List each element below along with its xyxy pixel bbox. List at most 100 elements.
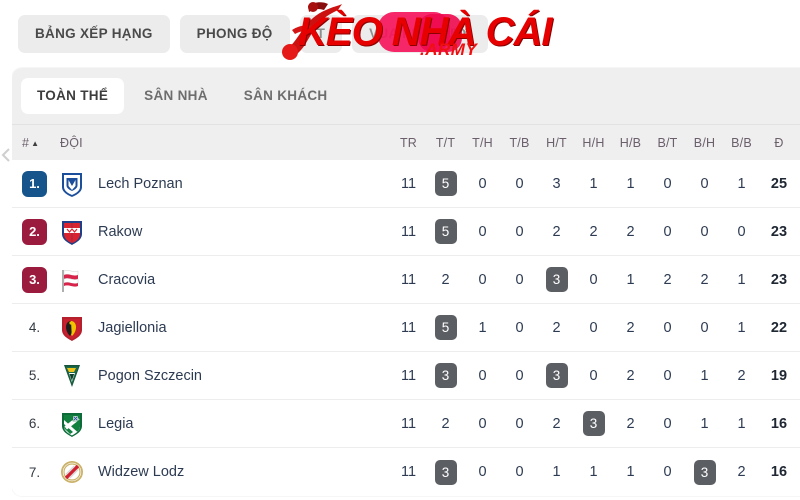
stat-cell: 0 — [686, 320, 723, 336]
stat-cell: 0 — [464, 368, 501, 384]
sub-tab-home[interactable]: SÂN NHÀ — [128, 78, 224, 114]
sub-tab-away[interactable]: SÂN KHÁCH — [228, 78, 344, 114]
stat-cell: 3 — [538, 176, 575, 192]
crest-widzew-lodz-icon — [60, 459, 84, 485]
team-name: Cracovia — [98, 271, 156, 288]
stat-value: 2 — [626, 367, 635, 384]
header-team[interactable]: ĐỘI — [60, 135, 83, 150]
scroll-left-arrow-icon[interactable] — [1, 148, 11, 162]
header-stat-ht[interactable]: H/T — [546, 135, 567, 150]
stat-cell: 0 — [575, 368, 612, 384]
team-name: Widzew Lodz — [98, 464, 185, 480]
stat-value: 0 — [515, 175, 524, 192]
team-cell[interactable]: Cracovia — [60, 267, 390, 293]
stat-cell: 0 — [501, 176, 538, 192]
header-stat-th[interactable]: T/H — [472, 135, 493, 150]
stat-cell: 2 — [686, 272, 723, 288]
table-header-row: # ▲ ĐỘI TR T/T T/H T/B H/T H/H H/B B/T B/… — [12, 124, 800, 160]
stat-value: 1 — [626, 271, 635, 288]
rank-label: 4. — [28, 320, 41, 335]
stat-value: 1 — [737, 415, 746, 432]
points-cell: 19 — [770, 367, 788, 384]
stat-cell: 2 — [427, 416, 464, 432]
stat-value: 1 — [700, 367, 709, 384]
rank-cell: 7. — [12, 459, 60, 485]
nav-tab-standings[interactable]: BẢNG XẾP HẠNG — [18, 15, 170, 53]
nav-tab-form[interactable]: PHONG ĐỘ — [179, 15, 290, 53]
stat-cell: 2 — [575, 224, 612, 240]
stat-value: 0 — [478, 271, 487, 288]
stat-value-highlighted: 3 — [434, 363, 457, 388]
stat-cell: 11 — [390, 272, 427, 288]
stat-value-highlighted: 5 — [434, 315, 457, 340]
stat-cell: 1 — [723, 416, 760, 432]
sort-ascending-icon[interactable]: ▲ — [31, 138, 40, 148]
stat-value: 0 — [663, 319, 672, 336]
header-rank[interactable]: # ▲ — [12, 136, 60, 150]
stat-value: 2 — [626, 319, 635, 336]
table-row[interactable]: 5. Pogon Szczecin 11 3 0 0 3 0 2 0 1 2 19 — [12, 352, 800, 400]
sub-tab-overall[interactable]: TOÀN THỂ — [21, 78, 125, 114]
team-cell[interactable]: Jagiellonia — [60, 315, 390, 341]
table-row[interactable]: 1. Lech Poznan 11 5 0 0 3 1 1 0 0 1 25 — [12, 160, 800, 208]
stat-value: 0 — [700, 223, 709, 240]
team-cell[interactable]: Lech Poznan — [60, 171, 390, 197]
table-row[interactable]: 4. Jagiellonia 11 5 1 0 2 0 2 0 0 1 22 — [12, 304, 800, 352]
header-points[interactable]: Đ — [774, 135, 784, 150]
header-stat-bt[interactable]: B/T — [657, 135, 678, 150]
header-stat-bb[interactable]: B/B — [731, 135, 752, 150]
team-name: Rakow — [98, 223, 143, 240]
stat-cell: 0 — [649, 224, 686, 240]
crest-jagiellonia-icon — [60, 315, 84, 341]
team-cell[interactable]: Legia — [60, 411, 390, 437]
stat-cell: 0 — [501, 224, 538, 240]
stat-value: 0 — [478, 175, 487, 192]
team-cell[interactable]: Widzew Lodz — [60, 459, 390, 485]
header-rank-label: # — [22, 135, 30, 150]
rank-badge: 1. — [22, 170, 47, 197]
stat-cell: 0 — [464, 416, 501, 432]
header-stat-tt[interactable]: T/T — [435, 135, 456, 150]
header-stat-bh[interactable]: B/H — [693, 135, 716, 150]
team-cell[interactable]: Pogon Szczecin — [60, 363, 390, 389]
stat-value: 0 — [589, 271, 598, 288]
table-body: 1. Lech Poznan 11 5 0 0 3 1 1 0 0 1 25 2. Rakow 11 5 0 0 2 2… — [12, 160, 800, 496]
nav-tab-top-scorer[interactable]: VUA PHÁ LƯỚI — [352, 15, 489, 53]
stat-value-highlighted: 3 — [545, 267, 568, 292]
stat-value: 1 — [589, 464, 598, 480]
nav-tab-obscured[interactable]: T — [299, 15, 343, 53]
header-stat-hb[interactable]: H/B — [619, 135, 642, 150]
stat-cell: 0 — [464, 176, 501, 192]
header-stat-tb[interactable]: T/B — [509, 135, 530, 150]
stat-cell: 2 — [612, 368, 649, 384]
stat-cell: 0 — [649, 416, 686, 432]
stat-value: 2 — [626, 223, 635, 240]
rank-cell: 5. — [12, 363, 60, 389]
stat-value: 0 — [515, 367, 524, 384]
rank-badge: 2. — [22, 218, 47, 245]
stat-cell: 1 — [723, 320, 760, 336]
table-row[interactable]: 3. Cracovia 11 2 0 0 3 0 1 2 2 1 23 — [12, 256, 800, 304]
stat-value: 2 — [589, 223, 598, 240]
points-cell: 22 — [770, 319, 788, 336]
rank-label: 6. — [28, 416, 41, 431]
stat-cell: 1 — [538, 464, 575, 480]
stat-value: 1 — [737, 175, 746, 192]
stat-value: 2 — [700, 271, 709, 288]
table-row[interactable]: 7. Widzew Lodz 11 3 0 0 1 1 1 0 3 2 16 — [12, 448, 800, 496]
stat-cell: 0 — [464, 272, 501, 288]
stat-value: 2 — [552, 415, 561, 432]
table-row[interactable]: 6. Legia 11 2 0 0 2 3 2 0 1 1 16 — [12, 400, 800, 448]
stat-cell: 1 — [723, 272, 760, 288]
stat-cell: 0 — [686, 176, 723, 192]
stat-value: 0 — [663, 415, 672, 432]
header-stat-hh[interactable]: H/H — [582, 135, 605, 150]
header-stat-tr[interactable]: TR — [399, 135, 418, 150]
stat-value: 0 — [663, 367, 672, 384]
team-cell[interactable]: Rakow — [60, 219, 390, 245]
stat-value: 11 — [400, 271, 417, 288]
table-row[interactable]: 2. Rakow 11 5 0 0 2 2 2 0 0 0 23 — [12, 208, 800, 256]
stat-cell: 0 — [501, 368, 538, 384]
stat-value: 2 — [552, 319, 561, 336]
